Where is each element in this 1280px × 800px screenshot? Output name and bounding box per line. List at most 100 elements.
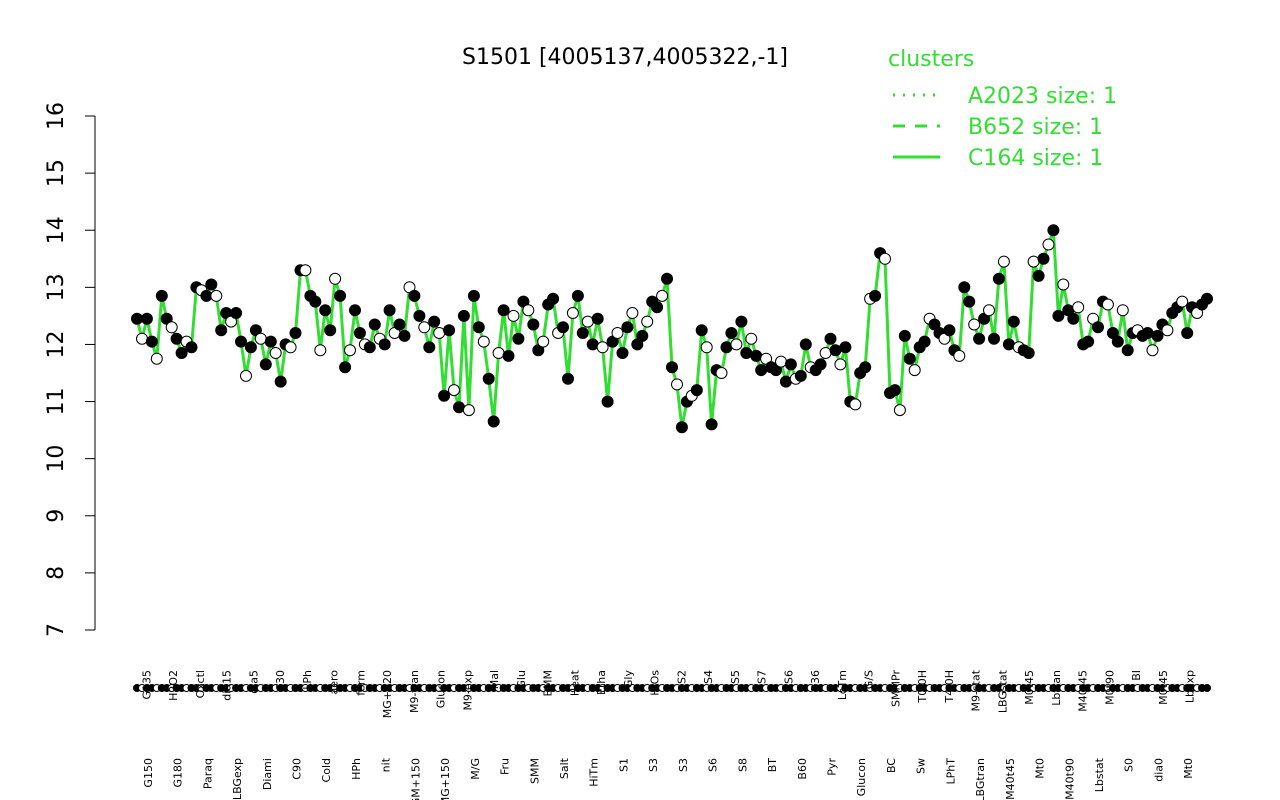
x-tick-label: BC: [885, 758, 898, 773]
data-point: [562, 372, 574, 385]
data-point: [720, 341, 733, 354]
data-point: [859, 361, 872, 374]
x-tick-label: M0t45: [1157, 670, 1170, 705]
x-tick-label: LPh: [301, 670, 314, 690]
data-point: [755, 364, 768, 377]
legend-title: clusters: [888, 47, 974, 72]
data-point: [918, 335, 931, 348]
data-point: [983, 304, 995, 317]
x-tick-label: Glucon: [855, 758, 868, 796]
data-point: [408, 289, 421, 302]
data-point: [898, 329, 911, 342]
data-point: [566, 307, 579, 319]
data-point: [953, 349, 966, 362]
data-point: [423, 341, 436, 354]
data-point: [1111, 335, 1124, 348]
data-point: [254, 332, 267, 345]
data-point: [601, 395, 614, 408]
x-tick-label: BI: [1130, 670, 1143, 681]
data-point: [487, 415, 500, 428]
data-point: [398, 329, 411, 342]
x-tick-label: Mal: [488, 670, 501, 689]
data-point: [849, 398, 862, 411]
data-point: [997, 255, 1010, 268]
data-point: [284, 341, 297, 354]
data-point: [1146, 344, 1159, 357]
chart-title: S1501 [4005137,4005322,-1]: [462, 45, 788, 70]
data-point: [963, 295, 976, 308]
legend-label-a2023: A2023 size: 1: [968, 84, 1117, 109]
x-tick-label: S2: [675, 670, 688, 684]
y-tick-label: 7: [44, 623, 69, 637]
data-point: [1032, 269, 1045, 282]
data-point: [462, 404, 475, 417]
data-point: [586, 338, 599, 351]
data-point: [988, 332, 1000, 345]
x-tick-label: MG+150: [439, 758, 452, 800]
x-tick-label: H2O2: [167, 670, 180, 701]
data-point: [879, 252, 891, 265]
y-tick-label: 13: [44, 273, 69, 301]
x-tick-label: M40t45: [1077, 670, 1090, 712]
x-tick-label: S5: [729, 670, 742, 684]
x-tick-label: dia5: [247, 670, 260, 694]
data-point: [1002, 338, 1015, 351]
x-tick-label: ferm: [354, 670, 367, 696]
x-tick-label: Etha: [595, 670, 608, 695]
x-tick-label: M/G: [469, 758, 482, 780]
data-point: [363, 341, 376, 354]
data-point: [522, 304, 535, 317]
x-tick-label: S6: [707, 758, 720, 772]
data-point: [334, 289, 347, 302]
data-point: [611, 327, 624, 339]
x-tick-label: GM+150: [409, 758, 422, 800]
x-tick-label: Paraq: [201, 758, 214, 789]
y-axis: 7 8 9 10 11 12 13 14 15 16: [44, 102, 95, 637]
data-point: [571, 289, 584, 302]
x-tick-label: B60: [796, 758, 809, 780]
x-tick-label: Mt0: [1182, 758, 1195, 779]
data-point: [324, 324, 337, 337]
x-tick-label: MG+120: [381, 670, 394, 718]
data-point: [438, 389, 451, 402]
data-point: [274, 375, 287, 388]
y-tick-label: 14: [44, 216, 69, 244]
data-point: [150, 352, 163, 365]
x-tick-label: Lbexp: [1184, 670, 1197, 703]
data-point: [695, 324, 708, 337]
data-point: [433, 327, 446, 339]
data-point: [671, 378, 683, 391]
data-point: [457, 309, 470, 322]
data-point: [819, 347, 832, 359]
data-point: [705, 418, 718, 431]
data-point: [155, 289, 168, 302]
data-point: [893, 404, 906, 417]
data-point: [596, 341, 609, 354]
x-tick-label: S3: [647, 758, 660, 772]
data-point: [175, 347, 188, 359]
data-point: [626, 307, 639, 319]
data-point: [314, 344, 327, 357]
data-point: [1082, 335, 1095, 348]
x-tick-label: Lbtran: [1050, 670, 1063, 706]
x-tick-label: Oxctl: [194, 670, 207, 698]
x-tick-marker: [1203, 684, 1211, 692]
data-point: [824, 332, 837, 345]
data-point: [992, 272, 1005, 285]
data-point: [349, 304, 361, 317]
data-point: [750, 349, 763, 362]
data-point: [230, 307, 243, 319]
data-point: [636, 329, 649, 342]
data-point: [666, 361, 678, 374]
data-point: [1037, 252, 1050, 265]
x-tick-label: dia0: [1152, 758, 1165, 782]
data-point: [958, 281, 971, 294]
data-point: [170, 332, 183, 345]
x-tick-label: T4.0H: [943, 670, 956, 703]
data-point: [140, 312, 153, 325]
data-point: [443, 324, 456, 337]
x-tick-label: Glu: [515, 670, 528, 689]
data-point: [784, 358, 797, 371]
data-point: [869, 289, 882, 302]
